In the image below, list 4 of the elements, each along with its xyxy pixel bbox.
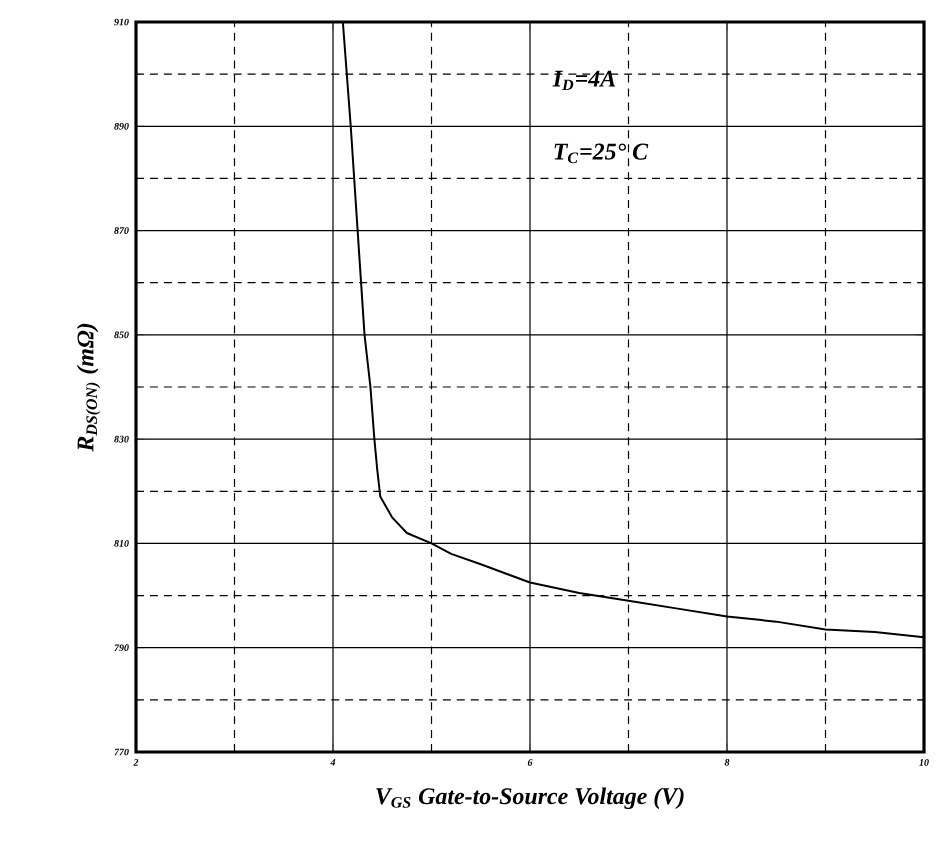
x-axis-title: V$_{GS}$ Gate-to-Source Voltage (V) [376,787,684,810]
annotation: I$_{D}$=4A [552,70,616,91]
y-axis-title: R$_{DS(ON)}$ (mΩ) [76,323,101,452]
annotation: T$_{C}$=25° C [554,143,649,164]
